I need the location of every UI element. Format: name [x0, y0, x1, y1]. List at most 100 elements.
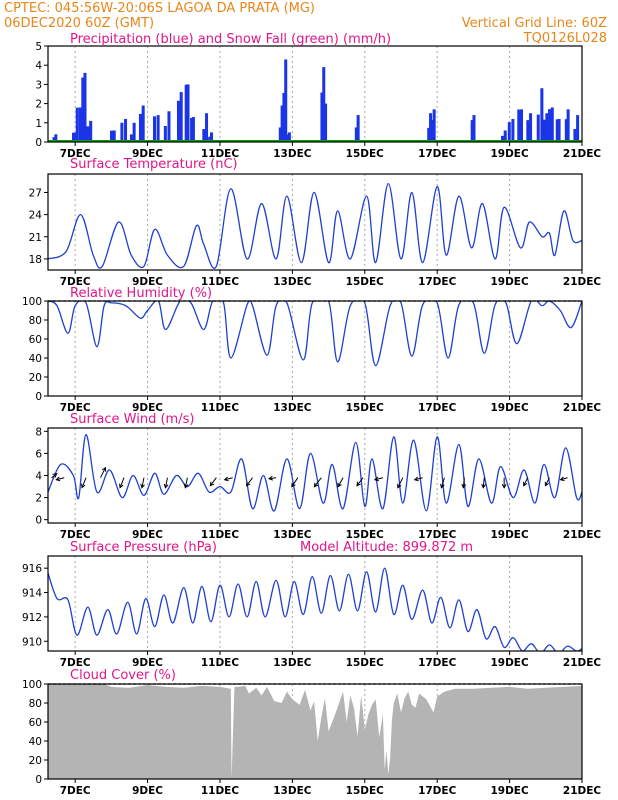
- precip-bar: [472, 115, 476, 142]
- precip-bar: [511, 118, 515, 142]
- wind-arrow: [164, 477, 168, 488]
- panel-wind: 0 2 4 6 8 7DEC 9DEC 11DEC 13DEC 15DEC 17DEC 19DEC 21…: [35, 412, 601, 541]
- y-tick-label: 27: [29, 187, 42, 199]
- cloud-panel-title: Cloud Cover (%): [70, 668, 176, 683]
- x-tick-label: 13DEC: [273, 657, 312, 669]
- wind-arrow: [462, 477, 465, 488]
- x-tick-label: 11DEC: [201, 276, 240, 288]
- precip-bar: [287, 132, 291, 142]
- wind-arrow-head: [313, 482, 319, 488]
- wind-arrow-head: [481, 483, 486, 489]
- precip-bar: [280, 105, 284, 142]
- y-tick-label: 21: [29, 232, 42, 244]
- precip-bar: [71, 132, 76, 142]
- precip-bar: [507, 122, 511, 142]
- y-tick-label: 2: [35, 99, 42, 111]
- x-tick-label: 13DEC: [273, 529, 312, 541]
- x-tick-label: 17DEC: [418, 785, 457, 797]
- wind-arrow-head: [140, 483, 145, 489]
- wind-arrow-head: [209, 481, 215, 487]
- precip-bar: [112, 130, 116, 142]
- precip-bar: [208, 136, 212, 142]
- precip-bar: [536, 114, 540, 142]
- precip-bar: [322, 67, 326, 142]
- precip-bar: [503, 130, 507, 142]
- y-tick-label: 6: [35, 448, 42, 460]
- precip-bar: [320, 92, 324, 142]
- precip-bar: [167, 111, 171, 142]
- x-tick-label: 15DEC: [346, 529, 385, 541]
- precip-bar: [54, 134, 58, 142]
- x-tick-label: 21DEC: [563, 402, 602, 414]
- precip-bar: [548, 109, 552, 142]
- precip-bar: [205, 113, 209, 142]
- precip-bar: [138, 113, 142, 142]
- precip-bar: [322, 113, 326, 142]
- wind-arrow-head: [223, 476, 229, 482]
- y-tick-label: 0: [35, 515, 42, 527]
- wind-arrow-head: [183, 483, 189, 489]
- temp-series-line: [48, 182, 582, 269]
- precip-bar: [529, 113, 533, 142]
- y-tick-label: 1: [35, 118, 42, 130]
- precip-bar: [156, 115, 160, 142]
- precip-panel-title: Precipitation (blue) and Snow Fall (gree…: [70, 32, 391, 47]
- wind-arrow: [397, 477, 404, 488]
- x-tick-label: 11DEC: [201, 529, 240, 541]
- plot-frame: [47, 427, 583, 524]
- x-tick-label: 7DEC: [60, 148, 91, 160]
- precip-bar: [176, 100, 180, 142]
- x-tick-label: 19DEC: [490, 148, 529, 160]
- wind-arrow-head: [337, 482, 342, 488]
- panel-rh: 0 20 40 60 80 100 7DEC 9DEC 11DEC 13DEC 15DEC 17DEC…: [22, 286, 601, 414]
- model-altitude-label: Model Altitude: 899.872 m: [300, 540, 473, 555]
- precip-bar: [542, 119, 546, 142]
- wind-arrow-head: [163, 483, 169, 489]
- precip-bar: [129, 134, 133, 142]
- y-tick-label: 20: [29, 372, 42, 384]
- y-tick-label: 80: [29, 698, 42, 710]
- wind-arrow: [414, 477, 423, 481]
- precip-bar: [555, 119, 559, 142]
- x-tick-label: 9DEC: [132, 402, 163, 414]
- precip-bar: [520, 109, 524, 142]
- x-tick-label: 21DEC: [563, 785, 602, 797]
- wind-panel-title: Surface Wind (m/s): [70, 412, 194, 427]
- precip-bar: [186, 84, 190, 142]
- x-tick-label: 17DEC: [418, 402, 457, 414]
- plot-frame: [47, 173, 583, 271]
- plot-frame: [47, 555, 583, 652]
- wind-arrow: [482, 477, 485, 488]
- x-tick-label: 7DEC: [60, 276, 91, 288]
- precip-bar: [163, 126, 167, 142]
- precip-bar: [278, 127, 282, 142]
- precip-bar: [141, 105, 145, 142]
- header-model-id: TQ0126L028: [523, 31, 607, 46]
- x-tick-label: 7DEC: [60, 529, 91, 541]
- y-tick-label: 910: [22, 636, 42, 648]
- precip-bar: [540, 88, 544, 142]
- y-tick-label: 4: [35, 471, 42, 483]
- precip-bar: [184, 84, 188, 142]
- x-tick-label: 7DEC: [60, 785, 91, 797]
- y-tick-label: 0: [35, 774, 42, 786]
- precip-bar: [179, 92, 183, 142]
- precip-bar: [432, 109, 436, 142]
- y-tick-label: 916: [22, 563, 42, 575]
- wind-arrow: [209, 477, 217, 487]
- wind-arrow-head: [461, 483, 467, 489]
- wind-arrow-head: [559, 476, 565, 482]
- x-tick-label: 17DEC: [418, 657, 457, 669]
- precip-bar: [500, 135, 505, 142]
- wind-arrow: [119, 477, 125, 488]
- panel-precip: 0 1 2 3 4 5 7DEC 9DEC 11DEC 13DEC 15DEC 17DEC 19DEC 2…: [35, 32, 601, 160]
- x-tick-label: 13DEC: [273, 276, 312, 288]
- precip-bar: [132, 122, 136, 142]
- wind-arrow-head: [81, 483, 86, 489]
- y-tick-label: 80: [29, 315, 42, 327]
- precip-bar: [86, 126, 90, 142]
- y-tick-label: 60: [29, 334, 42, 346]
- precip-bar: [202, 129, 206, 142]
- precip-bar: [52, 137, 56, 142]
- precip-bar: [284, 59, 288, 142]
